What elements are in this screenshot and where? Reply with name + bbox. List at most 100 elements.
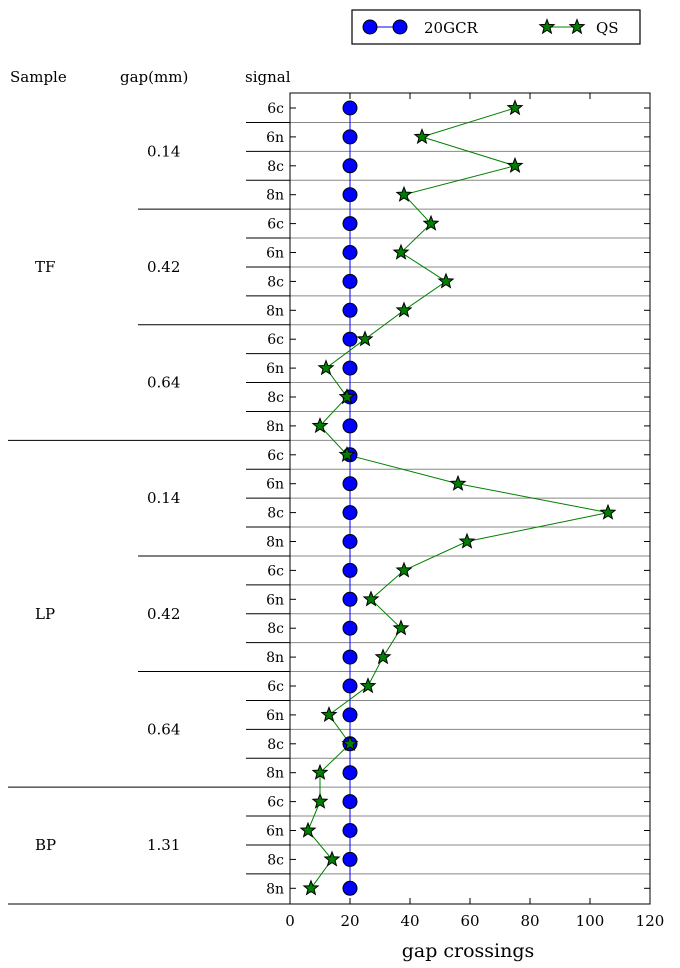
x-tick-label: 100: [576, 912, 605, 930]
legend-marker-qs: [568, 18, 586, 35]
data-point-qs: [392, 619, 410, 636]
signal-label: 8n: [266, 419, 284, 435]
grid-lines: [290, 121, 650, 875]
sample-label: LP: [35, 605, 55, 623]
data-point-qs: [413, 128, 431, 145]
signal-label: 8n: [266, 881, 284, 897]
data-point-qs: [320, 706, 338, 723]
data-point-20gcr: [342, 245, 358, 260]
legend-marker-qs: [538, 18, 556, 35]
data-point-20gcr: [342, 331, 358, 347]
data-point-20gcr: [342, 505, 358, 521]
data-point-qs: [323, 850, 341, 867]
signal-label: 6n: [266, 477, 284, 493]
data-point-qs: [359, 677, 377, 694]
gap-label: 0.42: [147, 605, 180, 623]
data-point-qs: [311, 417, 329, 434]
x-tick-label: 40: [400, 912, 419, 930]
data-point-20gcr: [342, 360, 358, 376]
data-point-qs: [338, 388, 356, 405]
signal-label: 8n: [266, 188, 284, 204]
signal-label: 6c: [267, 795, 284, 811]
data-point-20gcr: [342, 620, 358, 636]
data-point-20gcr: [342, 302, 358, 318]
data-point-20gcr: [342, 158, 358, 174]
x-axis-label: gap crossings: [402, 940, 535, 962]
data-point-20gcr: [342, 534, 358, 549]
signal-label: 6c: [267, 563, 284, 579]
data-point-20gcr: [342, 562, 358, 578]
x-tick-label: 0: [285, 912, 295, 930]
sample-label: TF: [35, 258, 55, 276]
data-point-qs: [299, 821, 317, 838]
data-point-20gcr: [342, 794, 358, 810]
data-point-20gcr: [342, 707, 358, 723]
data-point-qs: [311, 792, 329, 809]
gap-label: 1.31: [147, 836, 180, 854]
signal-label: 8c: [267, 390, 284, 406]
signal-label: 8c: [267, 274, 284, 290]
data-point-20gcr: [342, 591, 358, 607]
data-point-qs: [311, 763, 329, 780]
legend-marker-20gcr: [392, 19, 408, 35]
signal-label: 6n: [266, 361, 284, 377]
data-point-qs: [458, 532, 476, 549]
legend-label-20gcr: 20GCR: [424, 19, 479, 37]
sample-label: BP: [35, 836, 56, 854]
signal-label: 6n: [266, 130, 284, 146]
signal-label: 6n: [266, 824, 284, 840]
data-point-qs: [374, 648, 392, 665]
data-point-20gcr: [342, 649, 358, 665]
data-point-qs: [506, 99, 524, 116]
data-point-qs: [506, 156, 524, 174]
signal-label: 8c: [267, 159, 284, 175]
signal-label: 8c: [267, 852, 284, 868]
x-tick-label: 80: [520, 912, 539, 930]
data-point-20gcr: [342, 129, 358, 145]
data-point-qs: [338, 445, 356, 463]
legend-label-qs: QS: [596, 19, 619, 37]
gap-label: 0.14: [147, 142, 180, 160]
signal-label: 8c: [267, 621, 284, 637]
row-groups: 6c 6n 8c 8n 0.14 6c 6n 8c 8n 0.42 6c 6n 8c 8n 0.64 TF 6c…: [8, 101, 290, 905]
legend: 20GCR QS: [351, 9, 641, 45]
legend-marker-20gcr: [362, 19, 378, 35]
data-point-qs: [392, 243, 410, 260]
signal-label: 8n: [266, 766, 284, 782]
data-point-20gcr: [342, 216, 358, 232]
signal-label: 6c: [267, 448, 284, 464]
data-point-qs: [449, 474, 467, 491]
data-point-qs: [302, 879, 320, 896]
data-point-20gcr: [342, 100, 358, 116]
header-signal: signal: [245, 68, 291, 86]
signal-label: 8n: [266, 303, 284, 319]
data-point-20gcr: [342, 418, 358, 434]
data-point-20gcr: [342, 476, 358, 492]
data-point-qs: [356, 330, 374, 347]
series-markers: [299, 99, 617, 896]
data-point-qs: [437, 272, 455, 289]
signal-label: 6c: [267, 101, 284, 117]
data-point-qs: [395, 301, 413, 318]
signal-label: 8n: [266, 650, 284, 666]
gap-label: 0.42: [147, 258, 180, 276]
data-point-20gcr: [342, 187, 358, 203]
signal-label: 8c: [267, 506, 284, 522]
gap-label: 0.14: [147, 489, 180, 507]
table-headers: Sample gap(mm) signal: [10, 68, 291, 86]
signal-label: 6c: [267, 217, 284, 233]
data-point-qs: [395, 185, 413, 202]
axes: 0 20 40 60 80 100 120 gap crossings: [285, 92, 665, 962]
data-point-20gcr: [342, 880, 358, 896]
data-point-qs: [317, 359, 335, 376]
x-tick-label: 120: [636, 912, 665, 930]
data-point-qs: [422, 214, 440, 231]
series-lines: [307, 107, 609, 889]
series-line-qs: [307, 107, 609, 889]
data-point-20gcr: [342, 823, 358, 838]
gap-label: 0.64: [147, 374, 180, 392]
signal-label: 6c: [267, 332, 284, 348]
header-sample: Sample: [10, 68, 67, 86]
header-gapmm: gap(mm): [120, 68, 188, 86]
data-point-20gcr: [342, 765, 358, 781]
